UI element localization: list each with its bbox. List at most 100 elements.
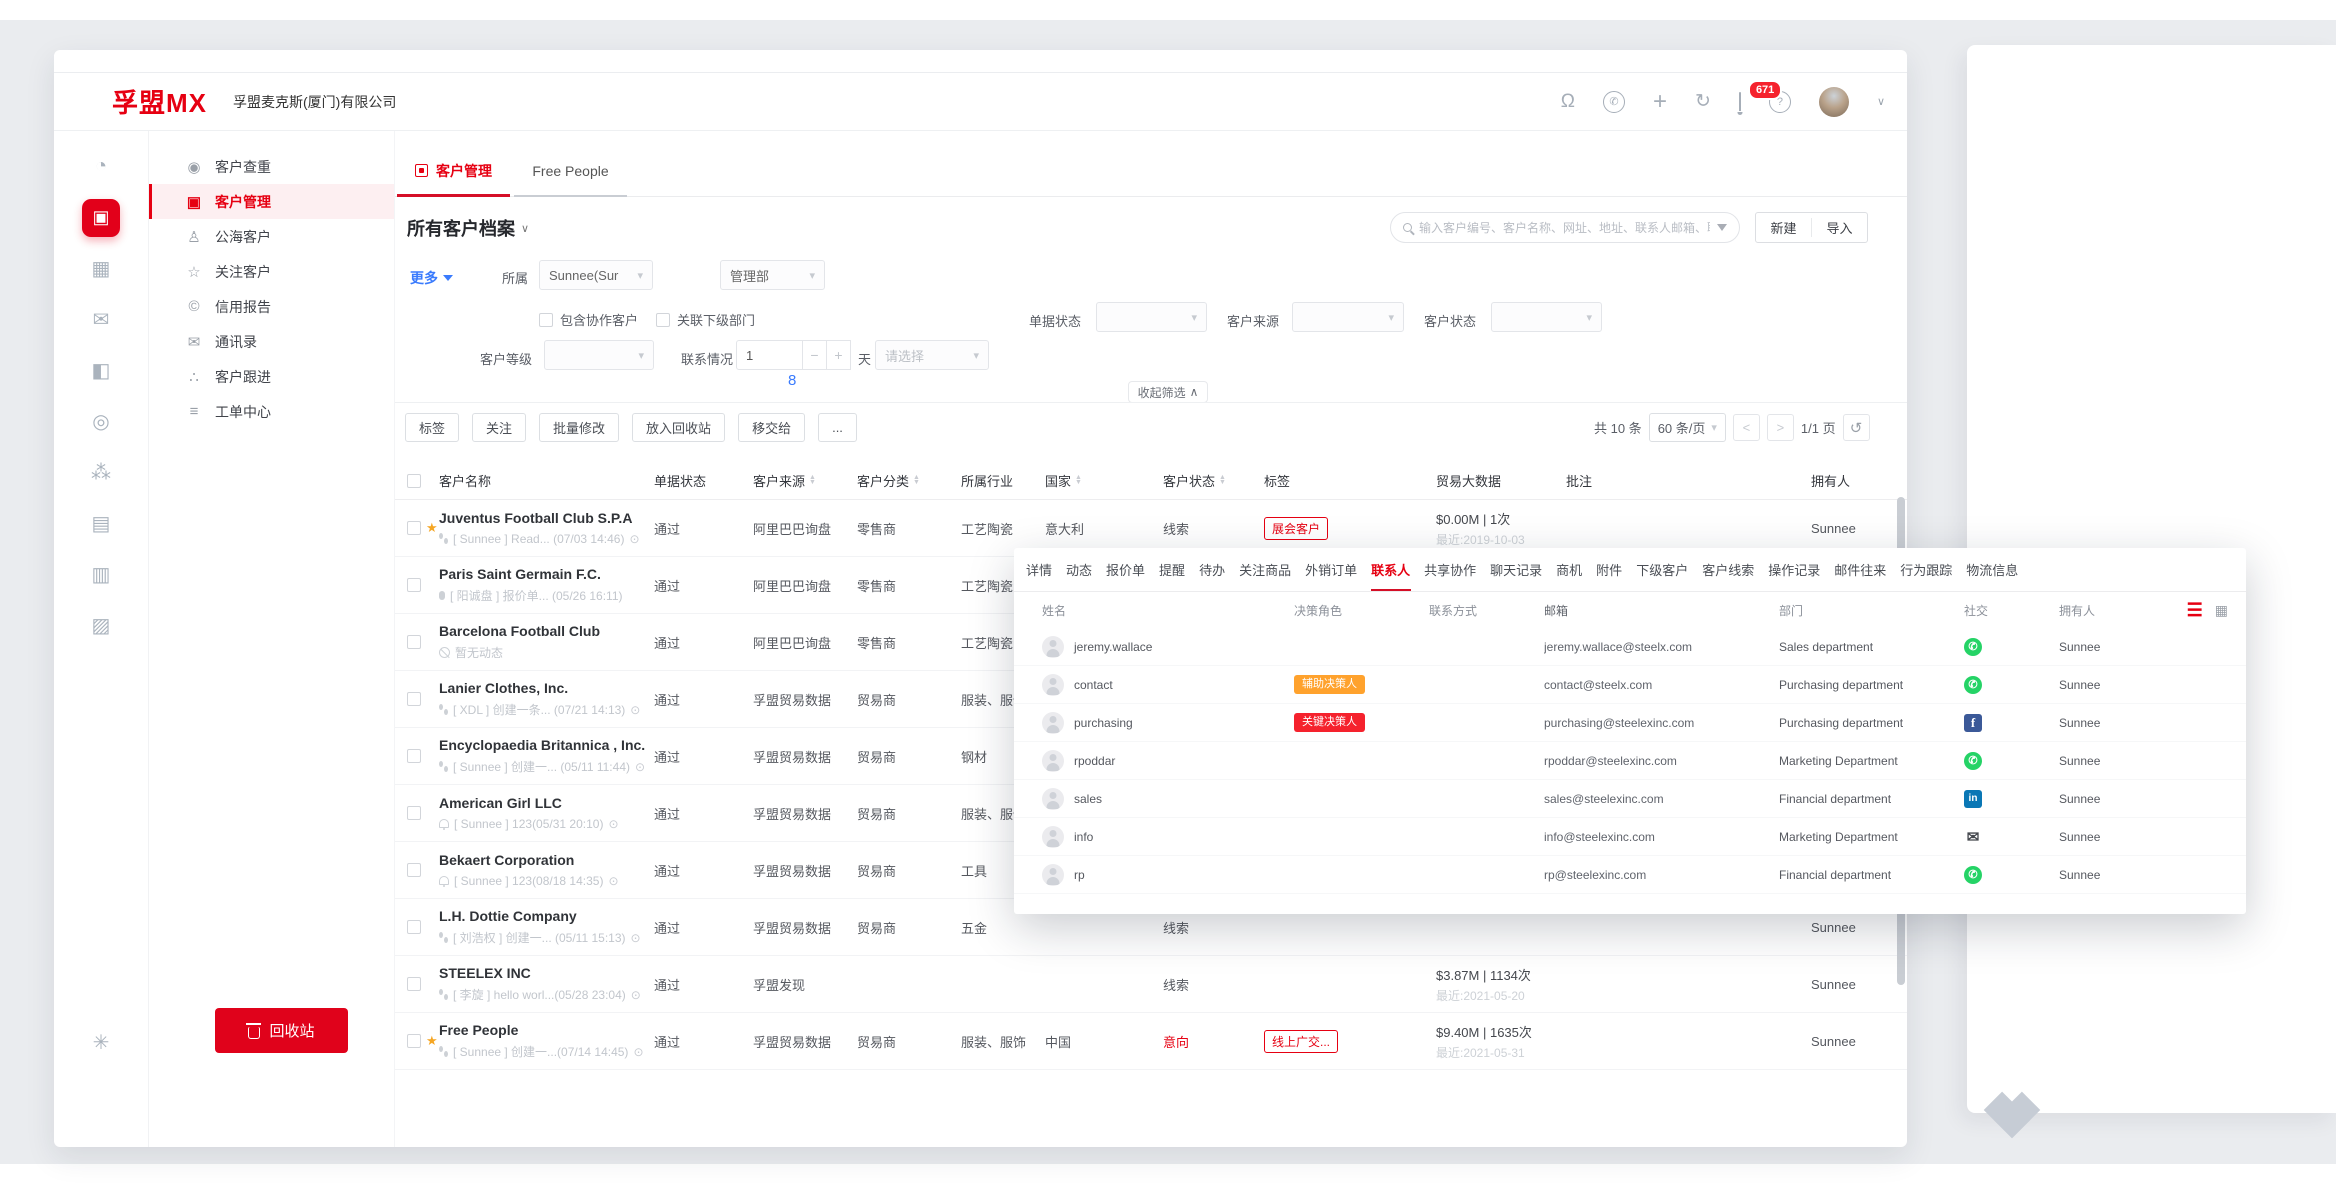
rail-item[interactable]: ◔ xyxy=(54,141,148,192)
row-checkbox[interactable] xyxy=(407,863,421,877)
recycle-bin-button[interactable]: 回收站 xyxy=(215,1008,348,1053)
contact-row[interactable]: rpoddar rpoddar@steelexinc.com Marketing… xyxy=(1014,742,2246,780)
email-cell[interactable]: sales@steelexinc.com xyxy=(1544,791,1664,806)
more-filters-button[interactable]: 更多 xyxy=(410,268,453,288)
column-header[interactable]: 客户状态 xyxy=(1163,471,1264,490)
social-icon[interactable] xyxy=(1964,789,1982,808)
email-cell[interactable]: rpoddar@steelexinc.com xyxy=(1544,753,1677,768)
contact-name[interactable]: jeremy.wallace xyxy=(1074,639,1153,654)
grid-view-icon[interactable]: ▦ xyxy=(2214,602,2228,618)
overlay-tab[interactable]: 提醒 xyxy=(1159,563,1186,578)
overlay-tab[interactable]: 商机 xyxy=(1556,563,1583,578)
overlay-tab[interactable]: 联系人 xyxy=(1371,548,1410,591)
rail-item[interactable]: ▥ xyxy=(54,549,148,600)
contact-row[interactable]: jeremy.wallace jeremy.wallace@steelx.com… xyxy=(1014,628,2246,666)
source-select[interactable] xyxy=(1292,302,1404,332)
customer-name[interactable]: Lanier Clothes, Inc. xyxy=(439,679,569,696)
social-icon[interactable] xyxy=(1964,713,1982,732)
include-collab-checkbox[interactable]: 包含协作客户 xyxy=(539,310,638,329)
row-checkbox[interactable] xyxy=(407,521,421,535)
overlay-tab[interactable]: 物流信息 xyxy=(1966,563,2019,578)
sort-icon[interactable] xyxy=(1219,476,1226,485)
overlay-tab[interactable]: 报价单 xyxy=(1106,563,1146,578)
contact-days-input[interactable]: 1 xyxy=(736,340,803,370)
rail-item[interactable]: ▣ xyxy=(54,192,148,243)
overlay-tab[interactable]: 外销订单 xyxy=(1305,563,1358,578)
next-page-button[interactable]: > xyxy=(1766,414,1794,441)
sidebar-item[interactable]: ✉ 通讯录 xyxy=(149,324,394,359)
department-select[interactable]: 管理部 xyxy=(720,260,825,290)
overlay-tab[interactable]: 动态 xyxy=(1066,563,1093,578)
select-all-checkbox[interactable] xyxy=(407,473,421,488)
customer-name[interactable]: Free People xyxy=(439,1021,519,1038)
overlay-tab[interactable]: 聊天记录 xyxy=(1490,563,1543,578)
column-header[interactable]: 拥有人 xyxy=(1811,474,1851,489)
column-header[interactable]: 客户来源 xyxy=(753,471,857,490)
overlay-tab[interactable]: 附件 xyxy=(1596,563,1623,578)
email-cell[interactable]: info@steelexinc.com xyxy=(1544,829,1655,844)
table-row[interactable]: ★ Free People [ Sunnee ] 创建一...(07/14 14… xyxy=(395,1013,1907,1070)
contact-row[interactable]: rp rp@steelexinc.com Financial departmen… xyxy=(1014,856,2246,894)
notifications[interactable]: 671 xyxy=(1738,79,1783,111)
sort-icon[interactable] xyxy=(1075,476,1082,485)
filter-funnel-icon[interactable] xyxy=(1717,224,1727,231)
sidebar-item[interactable]: ≡ 工单中心 xyxy=(149,394,394,429)
contact-name[interactable]: purchasing xyxy=(1074,715,1133,730)
list-view-icon[interactable]: ☰ xyxy=(2186,600,2203,620)
contact-name[interactable]: sales xyxy=(1074,791,1103,806)
new-button[interactable]: 新建 xyxy=(1756,218,1812,237)
email-cell[interactable]: rp@steelexinc.com xyxy=(1544,867,1647,882)
overlay-tab[interactable]: 共享协作 xyxy=(1424,563,1477,578)
column-header[interactable]: 客户分类 xyxy=(857,471,961,490)
bulk-action-button[interactable]: 标签 xyxy=(405,413,460,442)
social-icon[interactable] xyxy=(1964,865,1982,884)
sidebar-item[interactable]: © 信用报告 xyxy=(149,289,394,324)
overlay-tab[interactable]: 关注商品 xyxy=(1239,563,1292,578)
whatsapp-icon[interactable]: ✆ xyxy=(1603,90,1625,113)
plus-icon[interactable]: + xyxy=(1653,87,1668,115)
bulk-action-button[interactable]: ... xyxy=(818,413,857,442)
contact-name[interactable]: contact xyxy=(1074,677,1113,692)
customer-name[interactable]: Bekaert Corporation xyxy=(439,852,575,869)
column-header[interactable]: 标签 xyxy=(1264,474,1291,489)
history-icon[interactable]: ↻ xyxy=(1695,91,1711,112)
bulk-action-button[interactable]: 移交给 xyxy=(738,413,806,442)
bulk-action-button[interactable]: 批量修改 xyxy=(539,413,620,442)
email-cell[interactable]: jeremy.wallace@steelx.com xyxy=(1544,639,1693,654)
sidebar-item[interactable]: ☆ 关注客户 xyxy=(149,254,394,289)
contact-name[interactable]: info xyxy=(1074,829,1094,844)
social-icon[interactable] xyxy=(1964,675,1982,694)
view-title[interactable]: 所有客户档案 ∨ xyxy=(407,219,530,239)
tab[interactable]: 客户管理 xyxy=(395,145,512,197)
overlay-tab[interactable]: 行为跟踪 xyxy=(1900,563,1953,578)
headset-icon[interactable]: Ω xyxy=(1560,91,1575,112)
column-header[interactable]: 国家 xyxy=(1045,471,1163,490)
per-page-select[interactable]: 60 条/页 xyxy=(1648,413,1726,442)
sidebar-item[interactable]: ◉ 客户查重 xyxy=(149,149,394,184)
checkbox[interactable] xyxy=(539,312,553,327)
email-cell[interactable]: purchasing@steelexinc.com xyxy=(1544,715,1695,730)
customer-name[interactable]: Encyclopaedia Britannica , Inc. xyxy=(439,736,646,753)
rail-item[interactable]: ▤ xyxy=(54,498,148,549)
sidebar-item[interactable]: ♙ 公海客户 xyxy=(149,219,394,254)
customer-name[interactable]: Barcelona Football Club xyxy=(439,622,601,639)
owner-select[interactable]: Sunnee(Sur xyxy=(539,260,653,290)
search-input[interactable] xyxy=(1419,220,1710,235)
overlay-tab[interactable]: 操作记录 xyxy=(1768,563,1821,578)
sidebar-item[interactable]: ▣ 客户管理 xyxy=(149,184,394,219)
overlay-tab[interactable]: 邮件往来 xyxy=(1834,563,1887,578)
chevron-down-icon[interactable]: ∨ xyxy=(1876,96,1885,108)
rail-item[interactable]: ▨ xyxy=(54,600,148,651)
table-row[interactable]: L.H. Dottie Company [ 刘浩权 ] 创建一... (05/1… xyxy=(395,899,1907,956)
link-subdept-checkbox[interactable]: 关联下级部门 xyxy=(656,310,755,329)
customer-name[interactable]: Paris Saint Germain F.C. xyxy=(439,565,601,582)
social-icon[interactable] xyxy=(1964,637,1982,656)
row-checkbox[interactable] xyxy=(407,977,421,991)
row-checkbox[interactable] xyxy=(407,749,421,763)
column-header[interactable]: 客户名称 xyxy=(439,474,492,489)
tab[interactable]: Free People xyxy=(512,145,629,197)
email-cell[interactable]: contact@steelx.com xyxy=(1544,677,1653,692)
sort-icon[interactable] xyxy=(913,476,920,485)
contact-row[interactable]: sales sales@steelexinc.com Financial dep… xyxy=(1014,780,2246,818)
rail-item[interactable]: ✉ xyxy=(54,294,148,345)
